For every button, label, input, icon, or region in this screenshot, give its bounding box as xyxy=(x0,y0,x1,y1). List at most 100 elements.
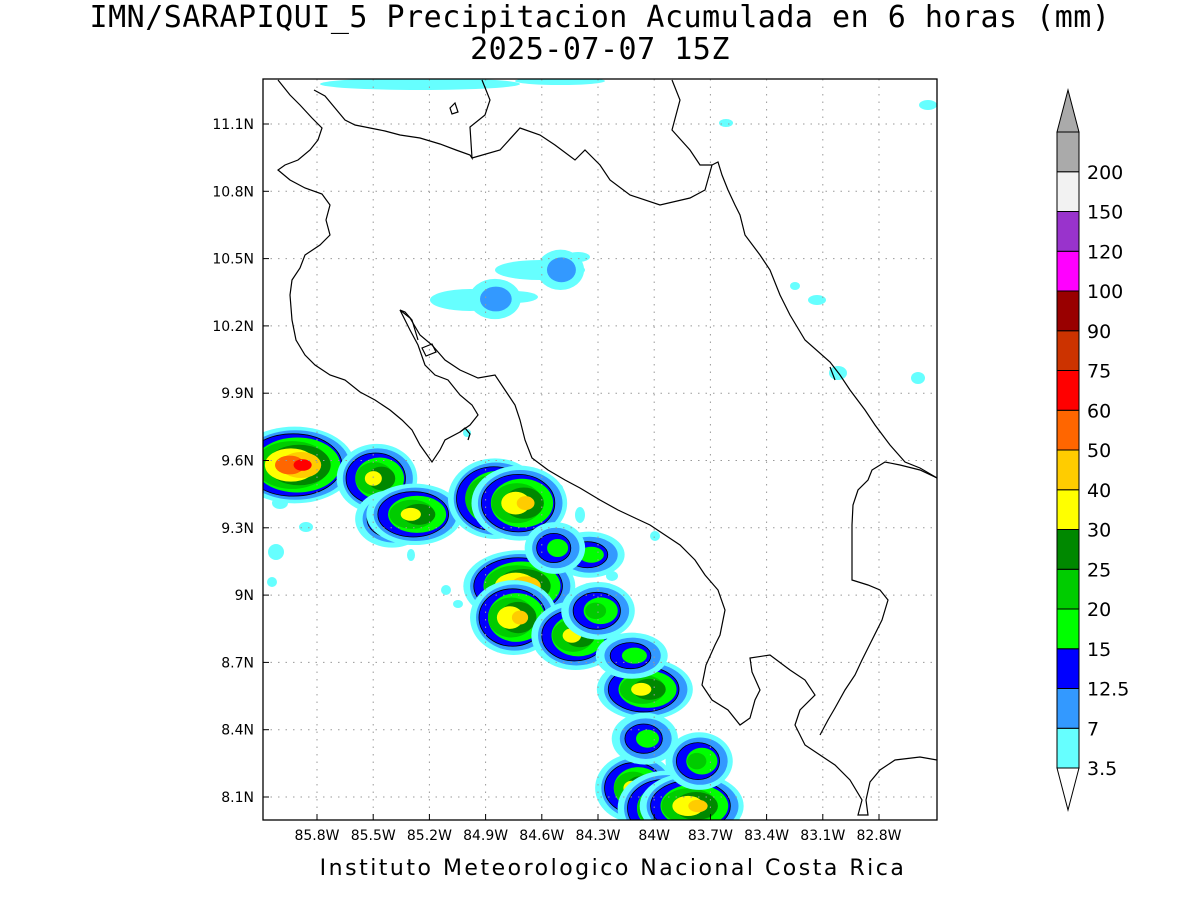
lat-tick-label: 9.9N xyxy=(221,386,254,402)
lat-tick-label: 8.4N xyxy=(221,723,254,739)
lon-tick-label: 84W xyxy=(638,828,670,844)
colorbar-swatch xyxy=(1056,568,1080,610)
lon-tick-label: 85.2W xyxy=(407,828,452,844)
colorbar-label: 150 xyxy=(1087,202,1123,224)
colorbar-label: 200 xyxy=(1087,162,1123,184)
colorbar-swatch xyxy=(1056,608,1080,650)
colorbar-label: 120 xyxy=(1087,241,1123,263)
colorbar-label: 12.5 xyxy=(1087,679,1129,701)
colorbar-swatch xyxy=(1056,211,1080,252)
lat-lon-grid xyxy=(263,79,937,820)
panama-border xyxy=(819,461,937,736)
gulf-nicoya-shore xyxy=(399,309,419,341)
contour-level-20 xyxy=(687,752,707,770)
nicoya-inner xyxy=(459,427,471,441)
contour-level-30 xyxy=(631,682,652,696)
colorbar-swatch xyxy=(1056,449,1080,491)
precip-cell xyxy=(366,483,463,546)
lat-tick-label: 10.5N xyxy=(212,252,254,268)
contour-level-60 xyxy=(293,459,312,471)
colorbar-swatch xyxy=(1056,409,1080,451)
lat-tick-label: 9.3N xyxy=(221,521,254,537)
colorbar-label: 20 xyxy=(1087,599,1111,621)
precip-cell xyxy=(665,732,733,790)
precip-cell xyxy=(595,632,668,679)
title-line-2: 2025-07-07 15Z xyxy=(470,32,730,67)
colorbar-label: 3.5 xyxy=(1087,758,1117,780)
colorbar-lower-arrow xyxy=(1056,767,1080,812)
lat-tick-label: 10.2N xyxy=(212,319,254,335)
lon-tick-label: 85.8W xyxy=(294,828,339,844)
caribbean-coast xyxy=(313,79,491,161)
colorbar-label: 15 xyxy=(1087,639,1111,661)
precip-cell xyxy=(537,249,585,290)
colorbar-upper-arrow xyxy=(1056,88,1080,133)
lat-tick-label: 8.7N xyxy=(221,655,254,671)
contour-level-40 xyxy=(688,799,708,813)
lat-tick-label: 10.8N xyxy=(212,184,254,200)
colorbar: 3.5 7 12.5 15 20 25 30 40 50 60 75 90 100 120 150 200 xyxy=(1056,88,1129,812)
colorbar-swatch xyxy=(1056,688,1080,729)
colorbar-label: 50 xyxy=(1087,440,1111,462)
lat-tick-label: 9N xyxy=(235,588,254,604)
colorbar-label: 40 xyxy=(1087,480,1111,502)
colorbar-label: 75 xyxy=(1087,361,1111,383)
colorbar-label: 100 xyxy=(1087,281,1123,303)
precip-cell xyxy=(639,772,744,820)
colorbar-swatch xyxy=(1056,529,1080,570)
lon-tick-label: 84.3W xyxy=(575,828,620,844)
lon-tick-label: 85.5W xyxy=(351,828,396,844)
latitude-tick-labels: 8.1N 8.4N 8.7N 9N 9.3N 9.6N 9.9N 10.2N 10.5N 10.8… xyxy=(212,117,254,806)
contour-level-40 xyxy=(511,610,529,625)
lon-tick-label: 83.4W xyxy=(744,828,789,844)
precip-cell xyxy=(611,712,678,765)
precip-cell xyxy=(469,278,521,320)
lon-tick-label: 82.8W xyxy=(856,828,901,844)
longitude-tick-labels: 85.8W 85.5W 85.2W 84.9W 84.6W 84.3W 84W 83.7W 83… xyxy=(294,828,901,844)
contour-level-30 xyxy=(400,507,421,521)
island-north xyxy=(449,101,459,115)
title-line-1: IMN/SARAPIQUI_5 Precipitacion Acumulada … xyxy=(89,0,1111,35)
lon-tick-label: 83.7W xyxy=(688,828,733,844)
coastline xyxy=(277,79,937,816)
precip-cell xyxy=(561,582,635,640)
precip-cell xyxy=(524,522,586,574)
precip-cell xyxy=(471,465,568,541)
panama-tip xyxy=(829,366,836,381)
colorbar-swatch xyxy=(1056,489,1080,530)
contour-level-30 xyxy=(364,471,382,486)
lon-tick-label: 83.1W xyxy=(800,828,845,844)
colorbar-swatch xyxy=(1056,370,1080,411)
nicaragua-lake-shore xyxy=(471,127,937,479)
contour-level-15 xyxy=(621,647,647,664)
precip-cell xyxy=(263,426,355,504)
colorbar-swatch xyxy=(1056,330,1080,371)
colorbar-swatch xyxy=(1056,131,1080,173)
colorbar-label: 60 xyxy=(1087,400,1111,422)
pacific-coast xyxy=(277,79,937,816)
lon-tick-label: 84.6W xyxy=(519,828,564,844)
contour-level-15 xyxy=(547,538,569,558)
credit-text: Instituto Meteorologico Nacional Costa R… xyxy=(319,856,907,881)
colorbar-swatch xyxy=(1056,171,1080,212)
colorbar-swatch xyxy=(1056,250,1080,292)
lat-tick-label: 8.1N xyxy=(221,790,254,806)
lat-tick-label: 9.6N xyxy=(221,454,254,470)
colorbar-label: 30 xyxy=(1087,520,1111,542)
contour-level-15 xyxy=(636,729,660,748)
contour-level-15 xyxy=(578,546,604,563)
colorbar-swatch xyxy=(1056,648,1080,689)
island-caño xyxy=(421,343,437,357)
lon-tick-label: 84.9W xyxy=(463,828,508,844)
colorbar-label: 7 xyxy=(1087,718,1099,740)
limon-coast-inland-border xyxy=(671,79,712,166)
contour-level-50 xyxy=(275,455,305,475)
lat-tick-label: 11.1N xyxy=(212,117,254,133)
contour-level-7 xyxy=(546,257,576,283)
precipitation-field xyxy=(263,79,937,820)
plot-frame xyxy=(262,78,938,821)
colorbar-label: 90 xyxy=(1087,321,1111,343)
colorbar-label: 25 xyxy=(1087,559,1111,581)
colorbar-swatch xyxy=(1056,290,1080,332)
contour-level-40 xyxy=(516,496,535,511)
